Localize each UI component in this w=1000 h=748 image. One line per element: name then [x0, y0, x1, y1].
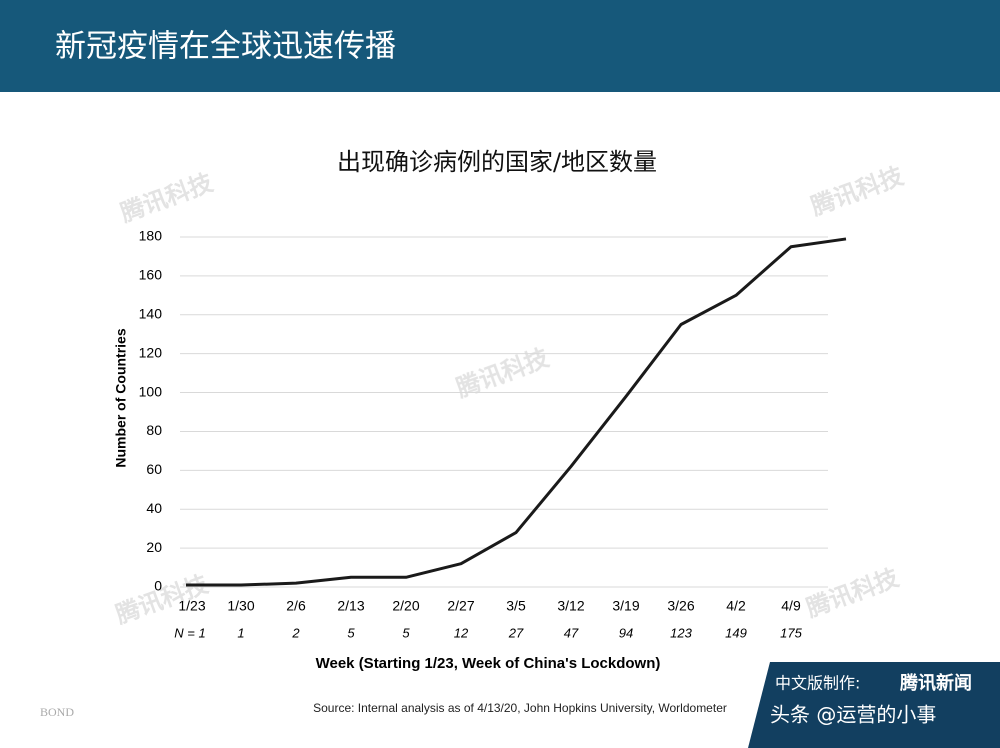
y-tick-label: 80 — [146, 422, 162, 438]
sample-size-label: 27 — [508, 625, 524, 640]
y-tick-label: 40 — [146, 500, 162, 516]
logo: BOND — [40, 705, 74, 719]
badge-made-by: 中文版制作: — [775, 674, 860, 693]
x-tick-label: 3/5 — [506, 598, 526, 614]
y-axis-title: Number of Countries — [113, 328, 129, 467]
data-line — [186, 237, 847, 587]
x-tick-label: 2/13 — [337, 598, 364, 614]
badge-background — [748, 662, 1000, 748]
x-tick-label: 2/6 — [286, 598, 306, 614]
sample-size-label: 5 — [347, 625, 355, 640]
y-tick-label: 120 — [139, 344, 163, 360]
x-tick-label: 3/12 — [557, 598, 584, 614]
x-tick-label: 2/27 — [447, 598, 474, 614]
x-tick-label: 2/20 — [392, 598, 419, 614]
sample-size-label: 12 — [454, 625, 469, 640]
y-tick-label: 60 — [146, 461, 162, 477]
plot: 0 20 40 60 80 100 120 140 160 180 1/23 1/30 2/6 2/13 2… — [139, 228, 847, 640]
y-tick-label: 20 — [146, 539, 162, 555]
sample-size-label: 47 — [564, 625, 579, 640]
source-note: Source: Internal analysis as of 4/13/20,… — [313, 701, 727, 715]
y-tick-label: 0 — [154, 578, 162, 594]
badge-account: 头条 @运营的小事 — [770, 703, 936, 727]
x-tick-label: 4/9 — [781, 598, 801, 614]
y-tick-label: 140 — [139, 305, 163, 321]
x-tick-label: 3/26 — [667, 598, 694, 614]
x-tick-label: 1/30 — [227, 598, 254, 614]
sample-size-label: 123 — [670, 625, 692, 640]
y-tick-label: 100 — [139, 383, 163, 399]
header-bar — [0, 0, 1000, 92]
x-tick-label: 3/19 — [612, 598, 639, 614]
sample-size-label: 5 — [402, 625, 410, 640]
y-tick-label: 160 — [139, 267, 163, 283]
sample-size-label: 1 — [237, 625, 244, 640]
sample-size-label: 149 — [725, 625, 747, 640]
x-tick-label: 4/2 — [726, 598, 746, 614]
x-tick-label: 1/23 — [178, 598, 205, 614]
x-axis-title: Week (Starting 1/23, Week of China's Loc… — [316, 655, 661, 672]
sample-size-label: 94 — [619, 625, 633, 640]
sample-size-label: N = 1 — [174, 625, 205, 640]
badge-brand: 腾讯新闻 — [900, 672, 972, 694]
sample-size-label: 175 — [780, 625, 802, 640]
sample-size-label: 2 — [291, 625, 300, 640]
header-title: 新冠疫情在全球迅速传播 — [55, 29, 396, 65]
y-tick-label: 180 — [139, 228, 163, 244]
chart-title: 出现确诊病例的国家/地区数量 — [337, 148, 657, 176]
